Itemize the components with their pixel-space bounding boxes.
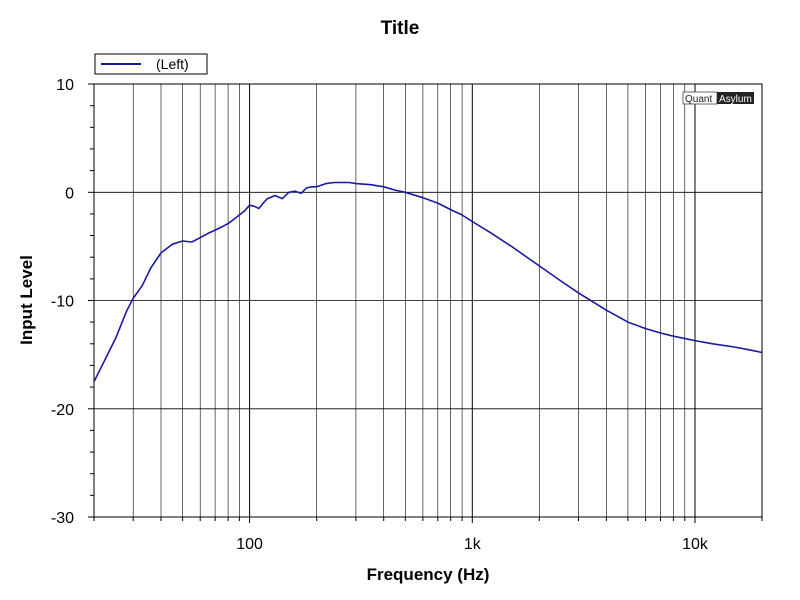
y-axis-label: Input Level <box>17 255 36 345</box>
x-axis-label: Frequency (Hz) <box>367 565 490 584</box>
legend-box <box>94 53 208 75</box>
y-tick-label: -30 <box>51 510 74 527</box>
x-tick-label: 100 <box>236 536 263 553</box>
y-tick-label: -10 <box>51 294 74 311</box>
legend: (Left) <box>94 53 208 75</box>
brand-right: Asylum <box>719 94 752 105</box>
y-tick-label: 0 <box>65 185 74 202</box>
plot-area-border <box>93 83 763 518</box>
chart-title: Title <box>381 18 420 39</box>
grid <box>94 83 762 518</box>
brand-left: Quant <box>685 94 712 105</box>
y-tick-labels: 10 0 -10 -20 -30 <box>51 77 74 527</box>
x-tick-labels: 100 1k 10k <box>236 536 709 553</box>
brand-logo: Quant Asylum <box>682 91 754 105</box>
x-tick-label: 10k <box>682 536 709 553</box>
series-lines <box>93 181 763 383</box>
y-tick-label: 10 <box>56 77 74 94</box>
y-tick-label: -20 <box>51 402 74 419</box>
series-line-left <box>93 181 763 383</box>
tick-marks <box>88 83 763 523</box>
legend-label-left: (Left) <box>156 56 189 72</box>
x-tick-label: 1k <box>464 536 482 553</box>
